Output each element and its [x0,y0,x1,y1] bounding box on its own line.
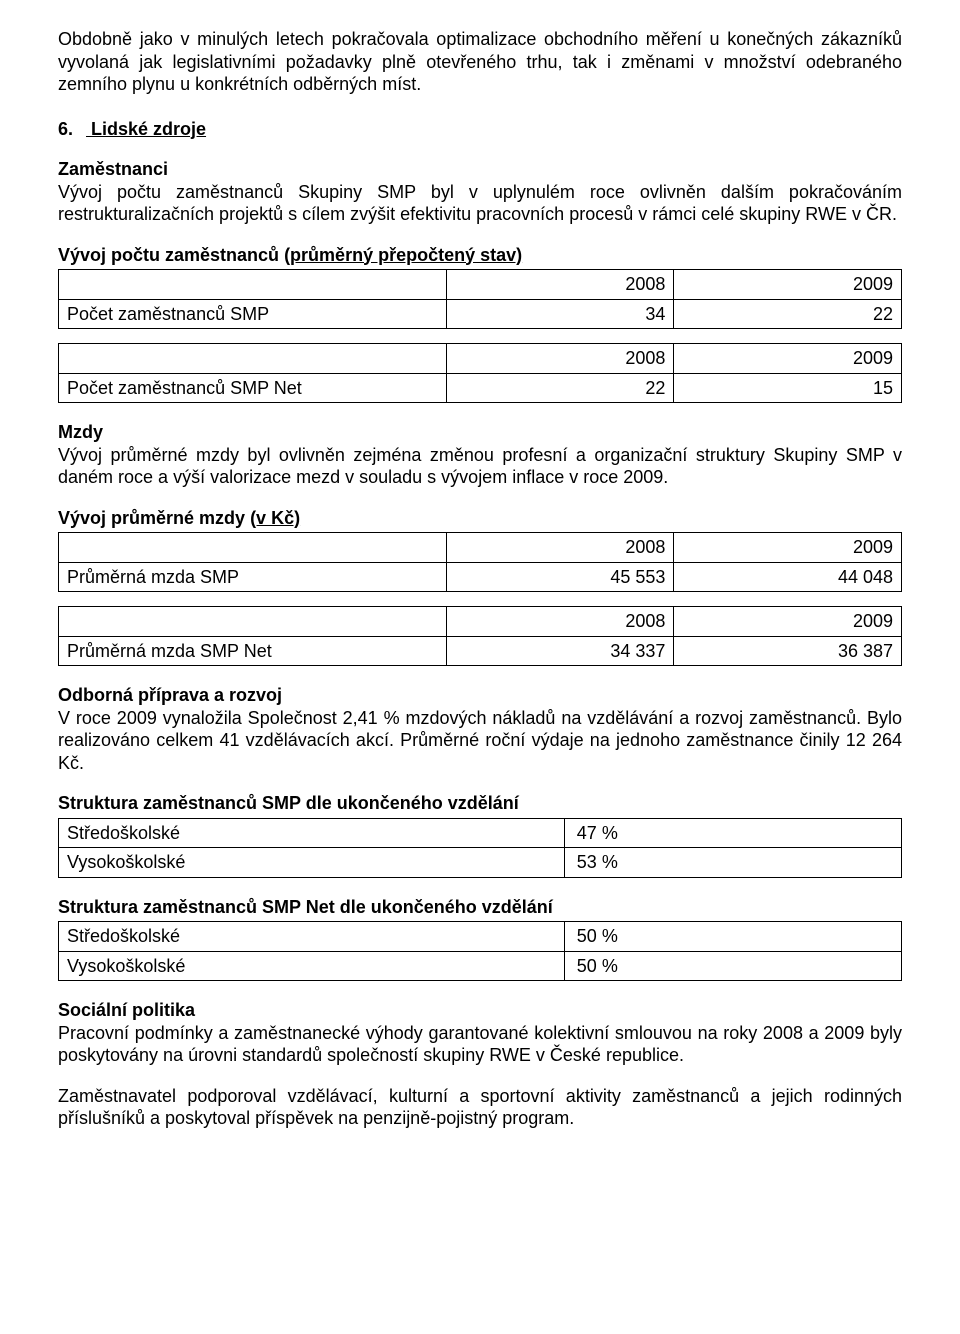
table-cell: 2008 [446,270,674,300]
wage-dev-heading: Vývoj průměrné mzdy (v Kč) [58,507,902,530]
mzdy-heading: Mzdy [58,421,902,444]
table-row: Počet zaměstnanců SMP 34 22 [59,299,902,329]
edu-net-heading: Struktura zaměstnanců SMP Net dle ukonče… [58,896,902,919]
table-row: Středoškolské 47 % [59,818,902,848]
table-cell [59,270,447,300]
table-cell: 2009 [674,270,902,300]
edu-net-table: Středoškolské 50 % Vysokoškolské 50 % [58,921,902,981]
wage-table-2: 2008 2009 Průměrná mzda SMP Net 34 337 3… [58,606,902,666]
table-row: Počet zaměstnanců SMP Net 22 15 [59,373,902,403]
table-cell: Průměrná mzda SMP Net [59,636,447,666]
table-cell [59,344,447,374]
table-row: 2008 2009 [59,533,902,563]
table-cell: 53 % [564,848,901,878]
odborna-text: V roce 2009 vynaložila Společnost 2,41 %… [58,707,902,775]
emp-dev-title-b: (průměrný přepočtený stav) [284,245,522,265]
table-row: Průměrná mzda SMP 45 553 44 048 [59,562,902,592]
table-cell: 15 [674,373,902,403]
table-row: Průměrná mzda SMP Net 34 337 36 387 [59,636,902,666]
table-cell: 2009 [674,607,902,637]
table-cell: 2009 [674,533,902,563]
table-cell: 22 [446,373,674,403]
table-cell: 50 % [564,922,901,952]
zamestnanci-heading: Zaměstnanci [58,158,902,181]
edu-smp-table: Středoškolské 47 % Vysokoškolské 53 % [58,818,902,878]
table-cell: 2008 [446,607,674,637]
table-cell: 22 [674,299,902,329]
table-cell [59,607,447,637]
edu-smp-heading: Struktura zaměstnanců SMP dle ukončeného… [58,792,902,815]
table-cell [59,533,447,563]
intro-paragraph: Obdobně jako v minulých letech pokračova… [58,28,902,96]
zamestnanci-text: Vývoj počtu zaměstnanců Skupiny SMP byl … [58,181,902,226]
table-cell: 34 337 [446,636,674,666]
table-cell: Vysokoškolské [59,848,565,878]
table-row: 2008 2009 [59,344,902,374]
table-cell: 50 % [564,951,901,981]
wage-dev-title-a: Vývoj průměrné mzdy [58,508,250,528]
table-cell: Průměrná mzda SMP [59,562,447,592]
section-6-number: 6. [58,118,86,141]
table-cell: 2008 [446,533,674,563]
mzdy-text: Vývoj průměrné mzdy byl ovlivněn zejména… [58,444,902,489]
table-cell: 2009 [674,344,902,374]
emp-dev-heading: Vývoj počtu zaměstnanců (průměrný přepoč… [58,244,902,267]
social-heading: Sociální politika [58,999,902,1022]
table-row: Středoškolské 50 % [59,922,902,952]
table-cell: 34 [446,299,674,329]
social-text-1: Pracovní podmínky a zaměstnanecké výhody… [58,1022,902,1067]
table-row: 2008 2009 [59,607,902,637]
table-cell: 47 % [564,818,901,848]
table-cell: 2008 [446,344,674,374]
table-cell: Vysokoškolské [59,951,565,981]
wage-table-1: 2008 2009 Průměrná mzda SMP 45 553 44 04… [58,532,902,592]
table-row: Vysokoškolské 50 % [59,951,902,981]
social-text-2: Zaměstnavatel podporoval vzdělávací, kul… [58,1085,902,1130]
table-cell: Počet zaměstnanců SMP [59,299,447,329]
table-cell: Středoškolské [59,922,565,952]
section-6-title: Lidské zdroje [91,119,206,139]
table-cell: 36 387 [674,636,902,666]
section-6-heading: 6. Lidské zdroje [58,118,902,141]
table-cell: 44 048 [674,562,902,592]
emp-table-1: 2008 2009 Počet zaměstnanců SMP 34 22 [58,269,902,329]
emp-table-2: 2008 2009 Počet zaměstnanců SMP Net 22 1… [58,343,902,403]
table-cell: 45 553 [446,562,674,592]
emp-dev-title-a: Vývoj počtu zaměstnanců [58,245,284,265]
table-row: Vysokoškolské 53 % [59,848,902,878]
table-row: 2008 2009 [59,270,902,300]
table-cell: Počet zaměstnanců SMP Net [59,373,447,403]
wage-dev-title-b: (v Kč) [250,508,300,528]
odborna-heading: Odborná příprava a rozvoj [58,684,902,707]
table-cell: Středoškolské [59,818,565,848]
